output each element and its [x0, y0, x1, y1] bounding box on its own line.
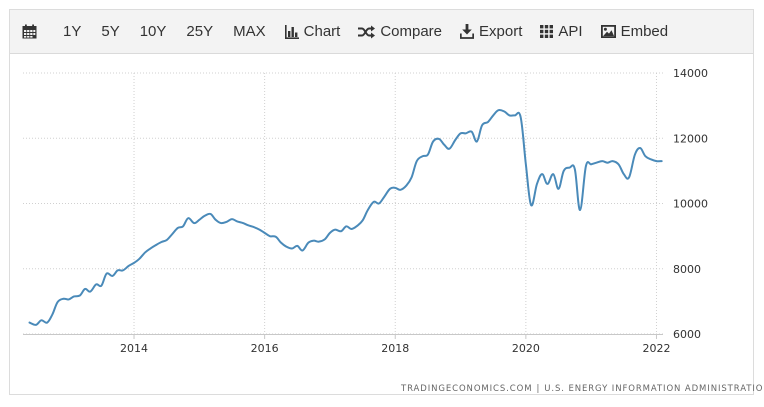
range-25y-button[interactable]: 25Y [176, 10, 223, 54]
embed-button[interactable]: Embed [592, 10, 678, 54]
range-10y-label: 10Y [139, 23, 167, 40]
range-max-button[interactable]: MAX [223, 10, 276, 54]
source-agency: U.S. ENERGY INFORMATION ADMINISTRATION [544, 384, 764, 394]
download-icon [460, 24, 475, 39]
source-site: TRADINGECONOMICS.COM [401, 384, 533, 394]
compare-label: Compare [380, 23, 443, 40]
range-5y-label: 5Y [101, 23, 120, 40]
export-button[interactable]: Export [451, 10, 531, 54]
series-line [28, 108, 663, 326]
x-tick-label: 2022 [642, 342, 670, 355]
range-1y-label: 1Y [63, 23, 82, 40]
chart-source: TRADINGECONOMICS.COM | U.S. ENERGY INFORMA… [401, 384, 764, 394]
image-icon [600, 25, 616, 38]
y-tick-label: 6000 [673, 328, 701, 341]
y-tick-label: 12000 [673, 132, 708, 145]
calendar-icon [22, 24, 37, 39]
grid-icon [540, 25, 554, 38]
api-label: API [558, 23, 583, 40]
x-tick-label: 2020 [512, 342, 540, 355]
range-10y-button[interactable]: 10Y [130, 10, 177, 54]
compare-button[interactable]: Compare [349, 10, 451, 54]
calendar-button[interactable] [10, 10, 53, 54]
chart-label: Chart [303, 23, 341, 40]
y-tick-label: 10000 [673, 198, 708, 211]
chart-type-button[interactable]: Chart [276, 10, 350, 54]
export-label: Export [479, 23, 523, 40]
y-tick-label: 14000 [673, 67, 708, 80]
x-tick-label: 2014 [120, 342, 148, 355]
source-separator: | [536, 384, 541, 394]
range-max-label: MAX [233, 23, 266, 40]
bar-chart-icon [284, 24, 299, 39]
chart-widget: 1Y 5Y 10Y 25Y MAX Chart Compare [9, 9, 764, 395]
y-tick-label: 8000 [673, 263, 701, 276]
embed-label: Embed [620, 23, 669, 40]
x-tick-label: 2018 [381, 342, 409, 355]
chart-toolbar: 1Y 5Y 10Y 25Y MAX Chart Compare [10, 10, 753, 54]
range-25y-label: 25Y [186, 23, 214, 40]
range-5y-button[interactable]: 5Y [91, 10, 129, 54]
api-button[interactable]: API [531, 10, 591, 54]
range-1y-button[interactable]: 1Y [53, 10, 91, 54]
x-tick-label: 2016 [251, 342, 279, 355]
shuffle-icon [358, 25, 376, 38]
